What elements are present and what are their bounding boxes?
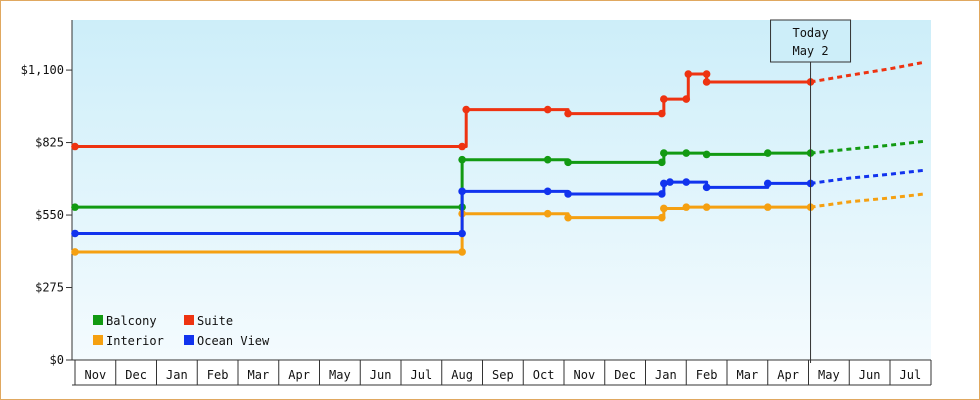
- data-point: [458, 248, 466, 256]
- series-interior: [71, 192, 925, 256]
- legend-swatch: [93, 335, 103, 345]
- series-forecast-line: [810, 168, 925, 185]
- y-tick-label: $0: [50, 353, 64, 367]
- month-label: Nov: [85, 368, 107, 382]
- legend-label: Balcony: [106, 314, 157, 328]
- data-point: [702, 70, 711, 78]
- legend-swatch: [184, 315, 194, 325]
- y-tick-label: $550: [35, 208, 64, 222]
- data-point: [564, 109, 572, 118]
- data-point: [660, 204, 668, 213]
- data-point: [462, 105, 471, 114]
- month-label: Feb: [207, 368, 229, 382]
- legend-item: Suite: [184, 314, 233, 328]
- month-label: Dec: [614, 368, 636, 382]
- data-point: [543, 105, 552, 114]
- data-point: [658, 190, 666, 198]
- data-point: [658, 213, 666, 222]
- legend-label: Interior: [106, 334, 164, 348]
- data-point: [564, 213, 572, 222]
- legend-item: Balcony: [93, 314, 157, 328]
- data-point: [71, 142, 79, 151]
- series-forecast-line: [810, 60, 925, 84]
- today-date: May 2: [792, 44, 828, 58]
- y-tick-label: $275: [35, 281, 64, 295]
- data-point: [682, 178, 691, 186]
- data-point: [543, 187, 552, 196]
- data-point: [458, 142, 466, 151]
- month-label: Jun: [370, 368, 392, 382]
- data-point: [660, 149, 668, 157]
- data-point: [682, 95, 691, 103]
- month-label: May: [818, 368, 840, 382]
- data-point: [763, 149, 772, 157]
- month-label: Sep: [492, 368, 514, 382]
- data-point: [458, 229, 466, 238]
- legend-swatch: [184, 335, 194, 345]
- month-label: Dec: [125, 368, 147, 382]
- data-point: [458, 187, 466, 196]
- series-forecast-line: [810, 192, 925, 209]
- y-tick-label: $1,100: [21, 63, 64, 77]
- month-label: Jun: [859, 368, 881, 382]
- data-point: [458, 155, 466, 164]
- month-label: Oct: [533, 368, 555, 382]
- data-point: [543, 155, 552, 164]
- data-point: [682, 149, 691, 157]
- y-tick-label: $825: [35, 136, 64, 150]
- data-point: [71, 203, 79, 211]
- data-point: [71, 248, 79, 256]
- data-point: [660, 95, 668, 103]
- series-suite: [71, 60, 925, 151]
- month-label: Apr: [288, 368, 310, 382]
- data-point: [684, 70, 693, 78]
- data-point: [702, 203, 711, 211]
- month-label: Jan: [166, 368, 188, 382]
- month-label: Feb: [696, 368, 718, 382]
- data-point: [666, 178, 674, 186]
- legend-label: Ocean View: [197, 334, 270, 348]
- today-box: [770, 19, 852, 63]
- month-label: Apr: [777, 368, 799, 382]
- data-point: [682, 203, 691, 211]
- series-forecast-line: [810, 139, 925, 155]
- data-point: [763, 179, 772, 188]
- legend-swatch: [93, 315, 103, 325]
- month-label: Mar: [737, 368, 759, 382]
- month-label: Aug: [451, 368, 473, 382]
- legend-label: Suite: [197, 314, 233, 328]
- today-title: Today: [792, 26, 828, 40]
- month-label: Mar: [248, 368, 270, 382]
- data-point: [702, 183, 711, 192]
- month-label: May: [329, 368, 351, 382]
- month-label: Jul: [900, 368, 922, 382]
- data-point: [564, 190, 572, 198]
- legend-item: Ocean View: [184, 334, 270, 348]
- data-point: [702, 78, 711, 86]
- data-point: [702, 150, 711, 159]
- data-point: [763, 203, 772, 211]
- series-ocean-view: [71, 168, 925, 238]
- month-label: Jul: [411, 368, 433, 382]
- data-point: [660, 179, 668, 188]
- series-balcony: [71, 139, 925, 211]
- month-label: Nov: [574, 368, 596, 382]
- data-point: [71, 229, 79, 238]
- data-point: [564, 158, 572, 167]
- data-point: [543, 209, 552, 218]
- data-point: [658, 109, 666, 118]
- legend-item: Interior: [93, 334, 164, 348]
- data-point: [658, 158, 666, 167]
- month-label: Jan: [655, 368, 677, 382]
